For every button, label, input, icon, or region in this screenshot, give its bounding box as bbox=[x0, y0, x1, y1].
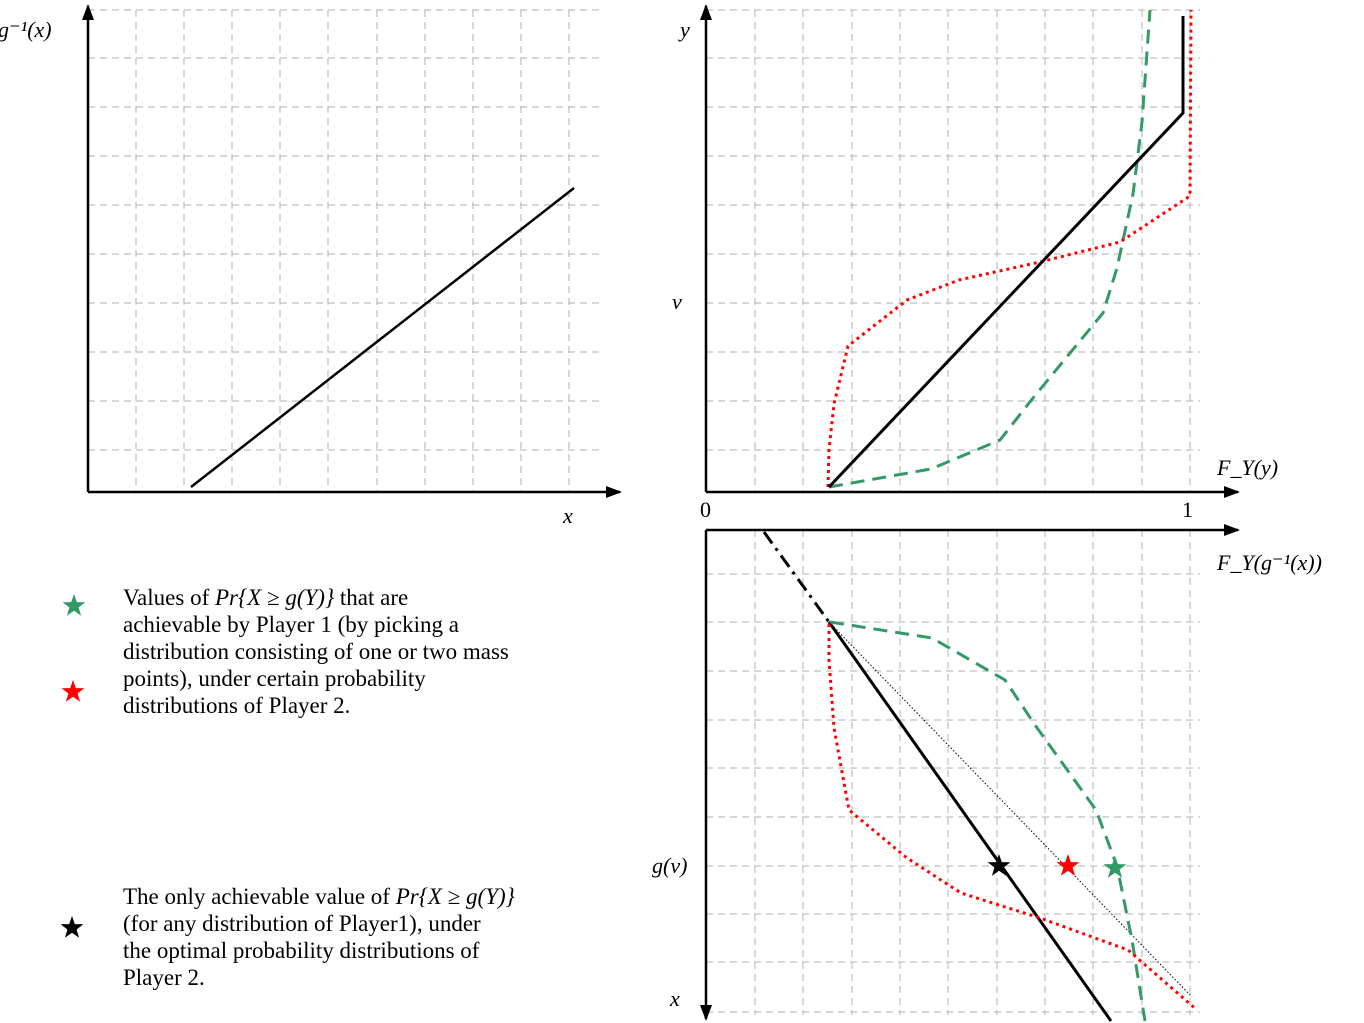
bottom-right-y-label: x bbox=[669, 986, 680, 1011]
cdf-black-solid bbox=[827, 16, 1185, 489]
bottom-right-grid bbox=[706, 530, 1200, 1015]
legend-item1-line3: distribution consisting of one or two ma… bbox=[123, 639, 509, 664]
star-icon bbox=[61, 680, 85, 702]
bottom-right-panel: F_Y(g⁻¹(x)) g(v) x bbox=[652, 524, 1322, 1022]
legend-item2-line3: the optimal probability distributions of bbox=[123, 938, 480, 963]
top-left-panel: g⁻¹(x) x bbox=[0, 4, 622, 528]
legend-item2-line2: (for any distribution of Player1), under bbox=[123, 911, 481, 936]
transformed-black-line bbox=[827, 621, 1113, 1022]
legend-math: Pr{X ≥ g(Y)} bbox=[214, 585, 335, 610]
star-icon bbox=[1056, 854, 1080, 876]
top-left-x-label: x bbox=[562, 503, 573, 528]
top-right-panel: y F_Y(y) v 0 1 bbox=[672, 4, 1278, 522]
legend-item1-line1: Values of Pr{X ≥ g(Y)} that are bbox=[123, 584, 623, 611]
transformed-red-dotted bbox=[827, 624, 1198, 1012]
dash-dot-extension bbox=[762, 531, 831, 623]
tick-label-v: v bbox=[672, 289, 682, 314]
cdf-red-dotted bbox=[826, 9, 1193, 488]
tick-label-1: 1 bbox=[1182, 497, 1193, 522]
top-right-x-label: F_Y(y) bbox=[1216, 455, 1278, 480]
inverse-g-line bbox=[190, 187, 575, 488]
legend-item2-line1: The only achievable value of Pr{X ≥ g(Y)… bbox=[123, 883, 643, 910]
top-right-grid bbox=[706, 9, 1200, 492]
legend-item-optimal: The only achievable value of Pr{X ≥ g(Y)… bbox=[123, 883, 643, 991]
legend-item1-line5: distributions of Player 2. bbox=[123, 693, 351, 718]
top-right-y-label: y bbox=[678, 17, 690, 42]
legend-text: The only achievable value of bbox=[123, 884, 396, 909]
legend-stars bbox=[60, 594, 86, 938]
star-icon bbox=[62, 594, 86, 616]
star-icon bbox=[60, 916, 84, 938]
tick-label-0: 0 bbox=[700, 497, 711, 522]
tick-label-gv: g(v) bbox=[652, 853, 687, 878]
top-left-grid bbox=[88, 9, 600, 492]
legend-text: that are bbox=[334, 585, 409, 610]
legend-item1-line4: points), under certain probability bbox=[123, 666, 426, 691]
legend-item1-line2: achievable by Player 1 (by picking a bbox=[123, 612, 459, 637]
reference-dotted-diagonal bbox=[828, 621, 1193, 998]
legend-text: Values of bbox=[123, 585, 215, 610]
star-icon bbox=[987, 854, 1011, 876]
transformed-green-dashed bbox=[829, 620, 1147, 1022]
legend-math: Pr{X ≥ g(Y)} bbox=[395, 884, 515, 909]
bottom-right-x-label: F_Y(g⁻¹(x)) bbox=[1216, 550, 1322, 575]
star-icon bbox=[1103, 856, 1127, 878]
cdf-green-dashed bbox=[828, 9, 1152, 489]
legend-item-achievable: Values of Pr{X ≥ g(Y)} that are achievab… bbox=[123, 584, 623, 719]
top-left-y-label: g⁻¹(x) bbox=[0, 17, 52, 42]
legend-item2-line4: Player 2. bbox=[123, 965, 205, 990]
